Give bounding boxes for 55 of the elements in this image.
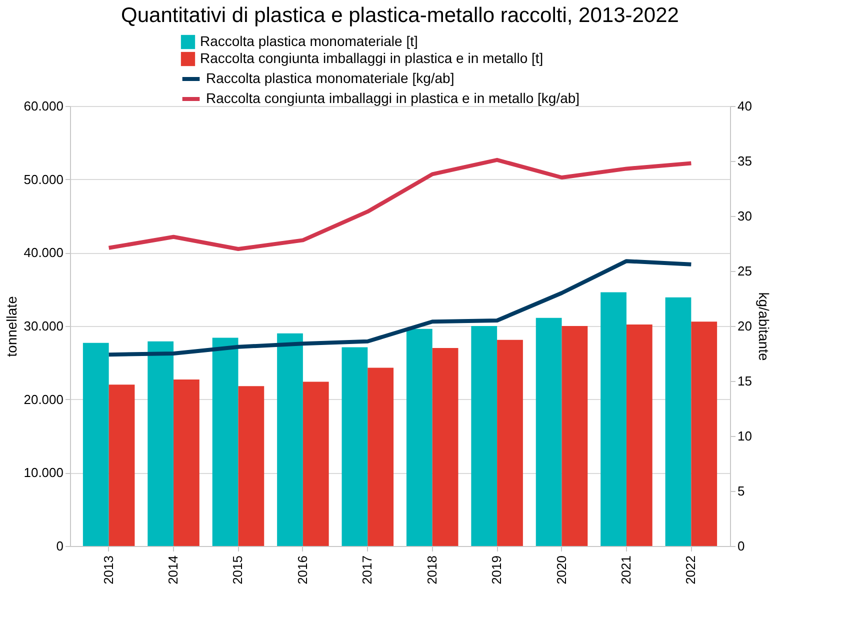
y-tick-label: 50.000 [24,172,64,187]
x-tick-label: 2017 [360,556,375,584]
y2-tick-label: 5 [738,484,745,498]
legend-label: Raccolta plastica monomateriale [kg/ab] [206,70,454,86]
y2-tick-label: 35 [738,154,752,168]
x-tick-label: 2018 [424,556,440,584]
y-tick-label: 20.000 [24,392,64,407]
bar [148,341,174,546]
bar [406,328,432,546]
y-tick-label: 40.000 [24,245,64,260]
bar [108,384,135,546]
y2-tick-label: 25 [738,264,752,278]
bar [665,297,692,546]
y-axis-title: tonnellate [4,296,20,357]
bar [277,333,303,546]
x-tick-label: 2020 [554,556,569,584]
bar [432,348,458,546]
legend-label: Raccolta plastica monomateriale [t] [200,33,418,49]
y-tick-label: 60.000 [24,98,64,114]
x-tick-label: 2014 [166,556,181,584]
y2-tick-label: 30 [738,208,752,224]
bar [626,324,652,546]
bar [238,386,264,546]
y-tick-label: 0 [56,538,64,554]
bar [212,338,238,546]
x-tick-label: 2022 [683,556,698,584]
y2-tick-label: 20 [738,318,752,334]
y2-tick-label: 0 [738,538,745,554]
line-series [106,259,694,357]
bar [497,340,523,546]
y-tick-label: 30.000 [24,318,64,334]
y2-tick-label: 40 [738,98,752,114]
x-tick-label: 2021 [618,556,634,584]
bar [600,292,626,546]
bar [82,342,109,546]
y-tick-label: 10.000 [24,465,64,480]
legend-label: Raccolta congiunta imballaggi in plastica e in metallo [t] [200,50,544,66]
legend-label: Raccolta congiunta imballaggi in plastica e in metallo [kg/ab] [206,90,580,106]
bar [342,347,368,546]
bar [536,318,562,546]
x-tick-label: 2013 [100,556,116,584]
x-tick-label: 2015 [230,556,246,584]
line-series [106,158,694,251]
bar [174,380,200,546]
y2-axis-title: kg/abitante [756,292,772,361]
bar [368,368,394,546]
y2-tick-label: 10 [738,428,752,444]
bar [691,322,718,546]
bar [471,326,498,546]
y2-tick-label: 15 [738,374,752,388]
bar [302,382,329,546]
chart-title: Quantitativi di plastica e plastica-metallo raccolti, 2013-2022 [121,4,679,27]
x-tick-label: 2016 [294,556,310,584]
bar [562,326,588,546]
x-tick-label: 2019 [489,556,504,584]
